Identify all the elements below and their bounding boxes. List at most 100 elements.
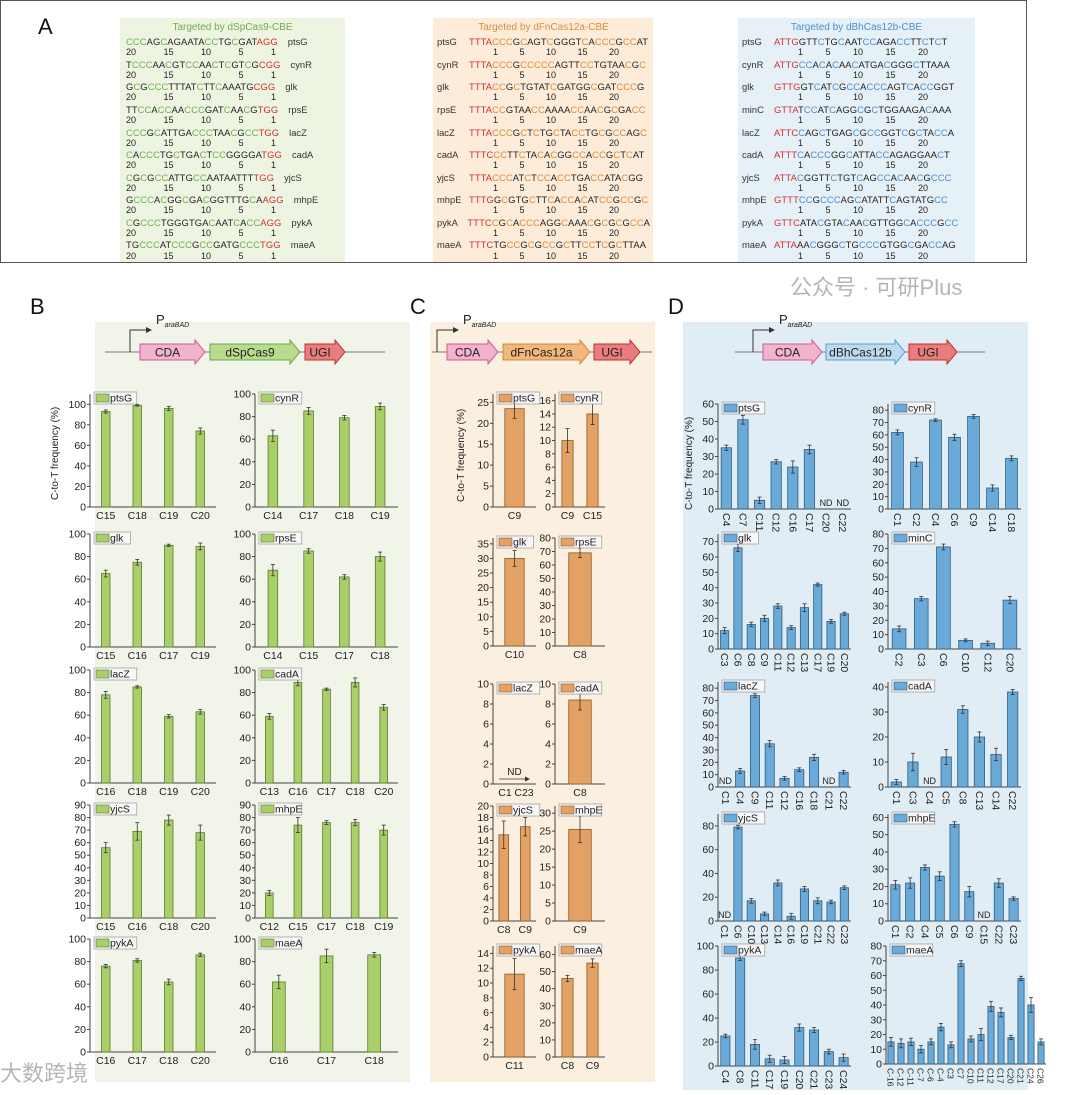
position-number: 10 (545, 160, 556, 171)
x-tick-label: C9 (963, 925, 975, 939)
legend-swatch (723, 533, 738, 543)
position-number: 15 (163, 205, 174, 216)
y-tick-label: 16 (477, 824, 489, 836)
position-number: 10 (852, 160, 863, 171)
position-number: 10 (545, 137, 556, 148)
position-number: 1 (493, 160, 499, 171)
gene-part-cda-arrow (446, 338, 499, 366)
bar (794, 769, 805, 788)
bar-chart-svg: 0 10 20 30 40 C1 C3 ND C4 C5 C8 C13 C14 C22 cadA (872, 679, 1021, 810)
bar (265, 715, 274, 784)
legend-swatch (893, 533, 908, 543)
legend-label: glk (513, 537, 527, 549)
y-tick-label: 0 (545, 1052, 551, 1064)
x-tick-label: C8 (573, 649, 587, 661)
legend-label: minC (908, 533, 933, 545)
x-tick-label: C11 (505, 1060, 524, 1072)
position-number: 15 (577, 250, 588, 261)
nd-label: ND (719, 776, 732, 786)
legend-swatch (260, 533, 275, 543)
x-tick-label: C19 (778, 1070, 790, 1089)
position-number: 15 (577, 69, 588, 80)
legend-label: ptsG (738, 403, 760, 415)
position-number: 10 (200, 250, 211, 261)
panel-a-frame (0, 0, 1027, 263)
position-numbers: 1 5 10 15 20 (798, 251, 928, 262)
chart-d-cynR: 0 10 20 30 40 50 60 70 80 C1 C2 C4 C6 C9 C14 C18 cynR (860, 398, 1025, 538)
legend-swatch (891, 945, 906, 955)
bar (164, 819, 174, 919)
y-tick-label: 40 (239, 456, 251, 468)
position-number: 5 (825, 160, 831, 171)
position-number: 1 (798, 228, 804, 239)
x-tick-label: C9 (508, 510, 522, 522)
sequence-row: cynR TTTACCCGCCCCCAGTTCCTGTAACGC (437, 59, 650, 70)
gene-name: maeA (437, 239, 462, 251)
position-number: 1 (270, 250, 276, 261)
x-tick-label: C6 (731, 925, 743, 939)
x-tick-label: C21 (811, 925, 823, 944)
y-tick-label: 0 (483, 916, 489, 928)
position-numbers: 20 15 10 5 1 (126, 47, 276, 58)
x-tick-label: C3 (718, 653, 730, 667)
protospacer-sequence: TTTACCCATCTCCACCTGACCATACGG (469, 171, 644, 183)
y-tick-label: 0 (708, 504, 714, 516)
y-tick-label: 20 (477, 801, 489, 813)
gene-name: rpsE (288, 103, 308, 115)
y-tick-label: 50 (539, 966, 551, 978)
position-number: 1 (493, 115, 499, 126)
gene-name: pykA (437, 216, 458, 228)
legend-swatch (498, 805, 513, 815)
y-tick-label: 25 (477, 568, 489, 580)
position-number: 20 (608, 69, 619, 80)
nd-label: ND (822, 776, 835, 786)
protospacer-sequence: ATTGCCACACAACATGACGGGCTTAAA (774, 58, 950, 70)
y-tick-label: 0 (878, 504, 884, 516)
x-tick-label: C20 (374, 786, 393, 798)
gene-name: glk (285, 81, 298, 93)
y-tick-label: 12 (477, 847, 489, 859)
position-number: 15 (577, 160, 588, 171)
promoter-label: ParaBAD (156, 312, 189, 329)
y-tick-label: 70 (702, 695, 714, 707)
position-numbers: 1 5 10 15 20 (798, 138, 928, 149)
y-tick-label: 6 (483, 719, 489, 731)
y-tick-label: 60 (702, 844, 714, 856)
x-tick-label: C-11 (906, 1068, 916, 1086)
position-numbers: 1 5 10 15 20 (493, 92, 619, 103)
x-tick-label: C9 (748, 791, 760, 805)
y-tick-label: 40 (239, 596, 251, 608)
y-axis-title-b: C-to-T frequency (%) (50, 406, 61, 500)
gene-part-label: UGI (601, 346, 622, 360)
bar (891, 432, 904, 510)
legend-swatch (95, 804, 110, 814)
x-tick-label: C8 (745, 653, 757, 667)
nd-label: ND (836, 498, 849, 508)
x-tick-label: C4 (720, 513, 732, 527)
y-tick-label: 8 (545, 448, 551, 460)
position-number: 20 (608, 182, 619, 193)
x-tick-label: C11 (748, 1070, 760, 1089)
y-tick-label: 2 (545, 759, 551, 771)
y-tick-label: 80 (872, 529, 884, 541)
y-tick-label: 40 (702, 1013, 714, 1025)
bar (132, 830, 142, 919)
sequence-row: pykA GTTCATACGTACAACGTTGGCACCCGCC (742, 217, 971, 228)
legend: cadA (891, 679, 936, 693)
y-tick-label: 10 (539, 627, 551, 639)
y-tick-label: 30 (872, 466, 884, 478)
position-number: 5 (519, 137, 525, 148)
x-tick-label: C6 (948, 513, 960, 527)
legend: yjcS (721, 811, 766, 825)
x-tick-label: C6 (948, 925, 960, 939)
legend-label: mhpE (575, 805, 602, 817)
legend-swatch (723, 813, 738, 823)
position-number: 20 (126, 92, 137, 103)
bar (967, 415, 980, 510)
y-tick-label: 60 (872, 429, 884, 441)
legend: rpsE (258, 531, 303, 545)
x-tick-label: C17 (159, 650, 178, 662)
bar (764, 743, 775, 788)
legend-swatch (560, 683, 575, 693)
legend: pykA (496, 943, 541, 957)
